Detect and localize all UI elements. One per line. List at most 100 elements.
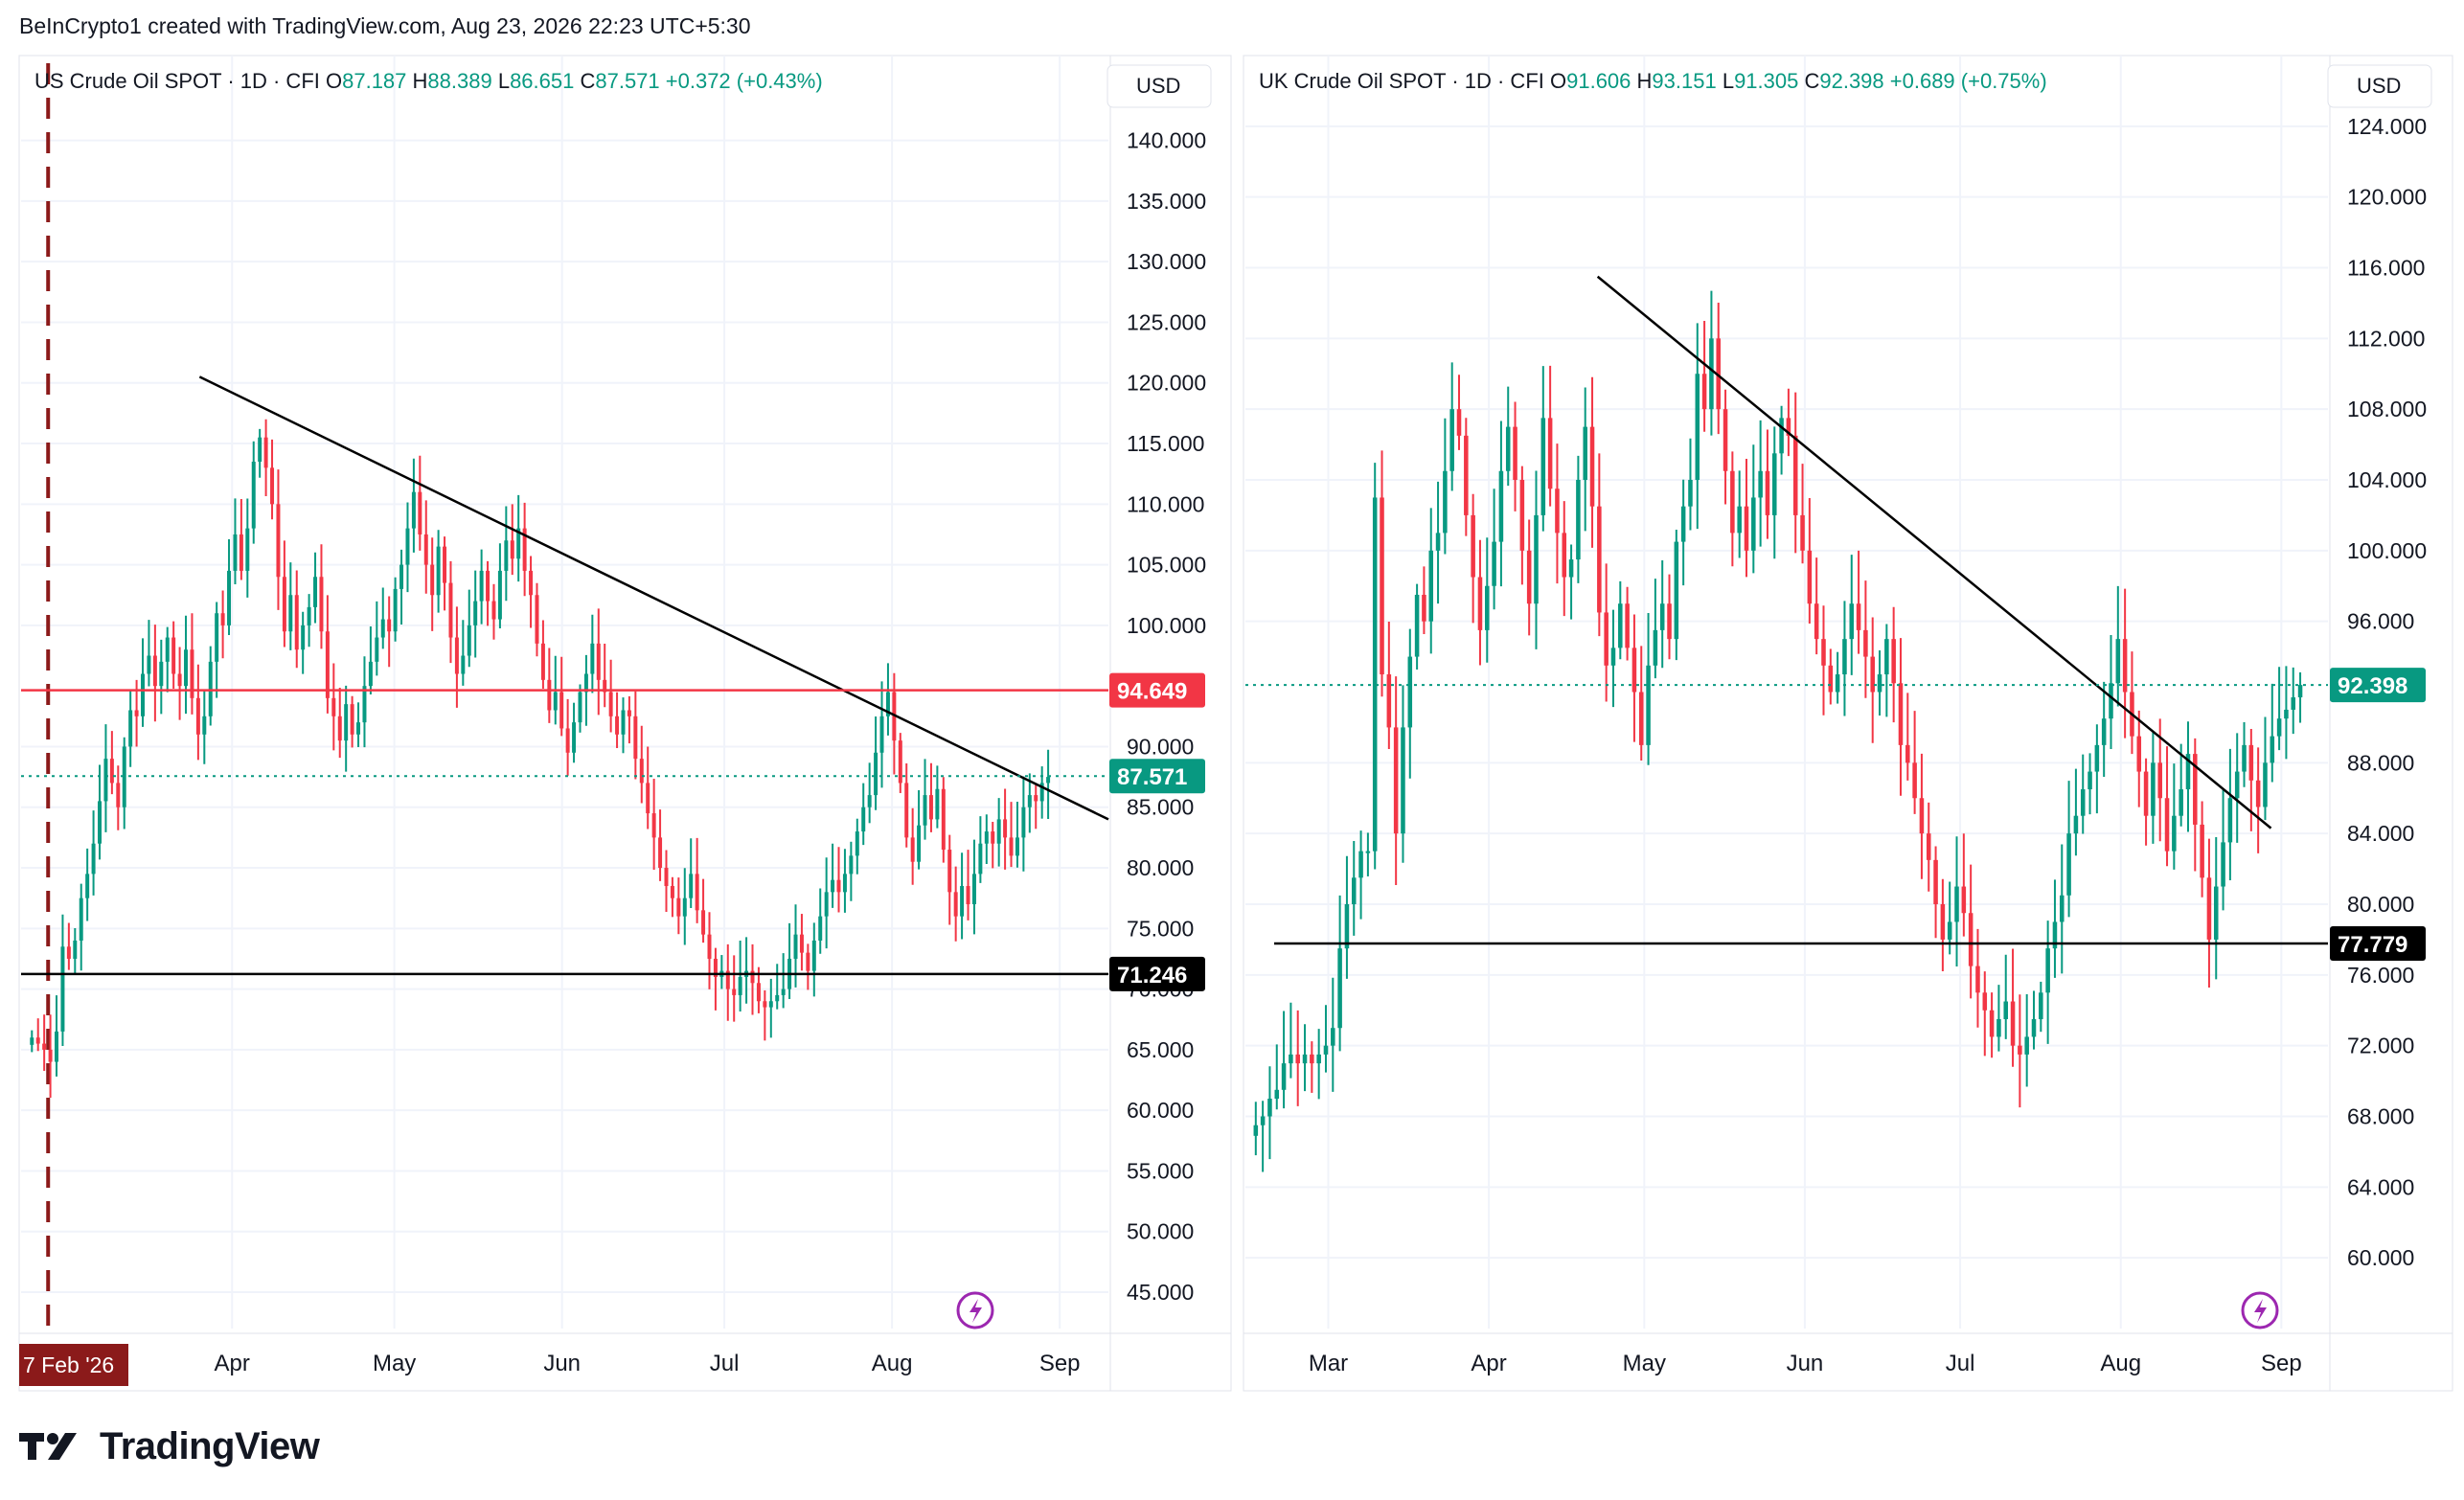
candle-body bbox=[1947, 921, 1952, 940]
price-tick-label: 80.000 bbox=[1127, 855, 1194, 880]
time-axis[interactable]: Apr May Jun Jul Aug Sep bbox=[215, 1351, 1081, 1376]
candle-body bbox=[775, 994, 780, 1002]
candle-body bbox=[423, 534, 428, 565]
time-tick-label: May bbox=[1623, 1351, 1666, 1376]
candle-body bbox=[1905, 744, 1910, 763]
symbol-legend[interactable]: US Crude Oil SPOT · 1D · CFI O87.187 H88… bbox=[34, 69, 823, 93]
candle-body bbox=[233, 534, 238, 571]
candle-body bbox=[1751, 497, 1756, 551]
candle-body bbox=[849, 855, 854, 875]
price-tick-label: 110.000 bbox=[1127, 491, 1204, 516]
candle-body bbox=[208, 661, 213, 716]
uk-crude-chart-panel[interactable]: 124.000 120.000 116.000 112.000 108.000 104.0… bbox=[1243, 55, 2453, 1392]
currency-box[interactable] bbox=[2327, 64, 2432, 108]
candle-body bbox=[627, 710, 631, 716]
candle-body bbox=[1646, 665, 1651, 745]
candle-body bbox=[529, 570, 534, 596]
candle-body bbox=[497, 570, 502, 620]
us-crude-chart-panel[interactable]: 140.000 135.000 130.000 125.000 120.000 115.0… bbox=[18, 55, 1232, 1392]
legend-part: H bbox=[1637, 69, 1653, 93]
candle-body bbox=[91, 843, 96, 875]
time-axis[interactable]: Mar Apr May Jun Jul Aug Sep bbox=[1309, 1351, 2302, 1376]
candle-body bbox=[1323, 1045, 1329, 1055]
candle-body bbox=[436, 546, 441, 596]
candle-body bbox=[763, 1001, 767, 1008]
price-tick-label: 55.000 bbox=[1127, 1158, 1194, 1183]
candle-body bbox=[66, 946, 71, 959]
candle-body bbox=[572, 722, 577, 753]
currency-selector[interactable]: USD bbox=[2327, 64, 2432, 108]
candle-body bbox=[941, 788, 946, 851]
candle-body bbox=[2003, 1001, 2009, 1019]
candle-body bbox=[116, 783, 121, 807]
candle-body bbox=[1716, 338, 1722, 410]
candle-body bbox=[1253, 1125, 1259, 1136]
candle-body bbox=[707, 934, 712, 959]
candle-body bbox=[331, 697, 336, 716]
candle-body bbox=[2206, 877, 2212, 940]
time-tick-label: Jun bbox=[543, 1351, 581, 1376]
candle-body bbox=[2088, 771, 2092, 790]
candle-body bbox=[2179, 789, 2183, 816]
legend-part: 92.398 bbox=[1819, 69, 1889, 93]
candle-body bbox=[430, 564, 435, 596]
candle-body bbox=[1281, 1063, 1287, 1090]
candle-body bbox=[799, 934, 804, 953]
candle-body bbox=[1401, 727, 1405, 834]
candle-body bbox=[1009, 837, 1014, 856]
candle-body bbox=[2109, 683, 2113, 719]
candle-body bbox=[1267, 1099, 1272, 1117]
candle-body bbox=[1274, 1089, 1280, 1100]
level-label-support: 71.246 bbox=[1117, 963, 1187, 989]
candle-body bbox=[159, 661, 164, 687]
candle-body bbox=[1568, 559, 1574, 578]
legend-part: 91.606 bbox=[1566, 69, 1636, 93]
candle-body bbox=[399, 564, 404, 589]
candle-body bbox=[1331, 1028, 1335, 1046]
lightning-icon[interactable] bbox=[2241, 1291, 2279, 1330]
candle-body bbox=[215, 613, 219, 662]
candle-body bbox=[1807, 550, 1813, 604]
candle-body bbox=[615, 716, 620, 735]
candle-body bbox=[171, 637, 176, 674]
legend-part: +0.689 (+0.75%) bbox=[1890, 69, 2047, 93]
candle-body bbox=[239, 534, 243, 571]
candle-body bbox=[1659, 603, 1665, 630]
candle-body bbox=[1631, 648, 1637, 693]
legend-part: 88.389 bbox=[427, 69, 497, 93]
candle-body bbox=[152, 655, 157, 687]
currency-box[interactable] bbox=[1107, 64, 1212, 108]
candle-body bbox=[910, 837, 915, 862]
price-tick-label: 64.000 bbox=[2347, 1174, 2414, 1199]
legend-part: L bbox=[1723, 69, 1734, 93]
candle-body bbox=[971, 874, 976, 904]
price-axis[interactable]: 124.000 120.000 116.000 112.000 108.000 104.0… bbox=[2347, 114, 2427, 1270]
candle-body bbox=[1435, 533, 1441, 551]
candle-body bbox=[165, 637, 170, 662]
candle-body bbox=[1039, 783, 1044, 802]
symbol-legend[interactable]: UK Crude Oil SPOT · 1D · CFI O91.606 H93… bbox=[1259, 69, 2047, 93]
price-tick-label: 125.000 bbox=[1127, 309, 1206, 334]
level-label-support: 77.779 bbox=[2338, 932, 2407, 958]
candle-body bbox=[128, 710, 133, 747]
price-tick-label: 80.000 bbox=[2347, 892, 2414, 917]
candle-body bbox=[510, 540, 514, 559]
candle-body bbox=[2060, 895, 2065, 922]
candle-body bbox=[1386, 674, 1392, 728]
candle-body bbox=[1723, 409, 1728, 471]
candle-body bbox=[1835, 674, 1840, 693]
currency-selector[interactable]: USD bbox=[1107, 64, 1212, 108]
time-tick-label: May bbox=[373, 1351, 416, 1376]
lightning-icon[interactable] bbox=[956, 1291, 994, 1330]
candle-body bbox=[1513, 426, 1517, 480]
candle-body bbox=[842, 874, 847, 893]
candle-body bbox=[1968, 913, 1973, 966]
level-badge-last-price bbox=[2330, 668, 2426, 703]
descending-trendline[interactable] bbox=[198, 375, 1109, 821]
descending-trendline[interactable] bbox=[1596, 275, 2272, 830]
candle-body bbox=[1709, 338, 1714, 410]
candle-body bbox=[646, 783, 650, 814]
candle-body bbox=[1003, 819, 1008, 838]
candle-body bbox=[1996, 1018, 2001, 1037]
